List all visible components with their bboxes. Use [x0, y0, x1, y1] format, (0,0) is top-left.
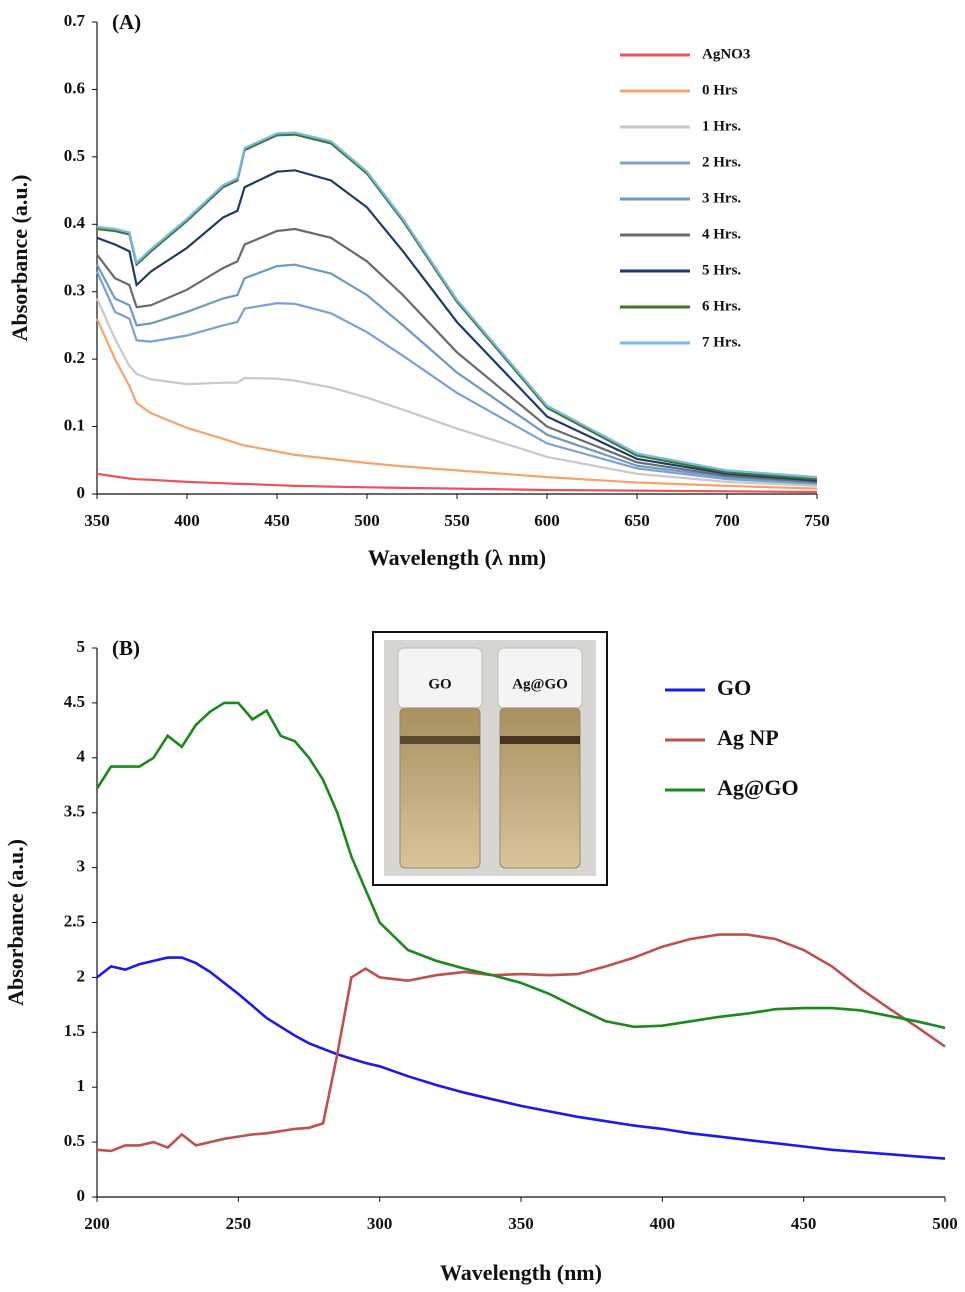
y-tick-label: 4.5	[64, 692, 85, 711]
y-tick-label: 0.3	[64, 281, 85, 300]
x-tick-label: 400	[650, 1214, 676, 1233]
inset-label: Ag@GO	[512, 676, 568, 692]
x-axis-title: Wavelength (nm)	[440, 1260, 602, 1285]
x-tick-label: 550	[444, 511, 470, 530]
x-axis-title: Wavelength (λ nm)	[368, 545, 546, 570]
data-line	[95, 271, 818, 485]
x-tick-label: 500	[354, 511, 380, 530]
panel-title: (A)	[112, 10, 141, 34]
data-line	[96, 227, 818, 483]
data-line	[95, 318, 818, 490]
legend-label: AgNO3	[702, 46, 750, 62]
x-tick-label: 450	[791, 1214, 817, 1233]
x-tick-label: 750	[804, 511, 830, 530]
y-tick-label: 2.5	[64, 911, 85, 930]
data-line	[96, 131, 818, 479]
y-tick-label: 0.4	[64, 213, 86, 232]
y-tick-label: 0	[77, 483, 86, 502]
y-axis-title: Absorbance (a.u.)	[3, 839, 28, 1006]
y-tick-label: 4	[77, 747, 86, 766]
x-tick-label: 400	[174, 511, 200, 530]
y-tick-label: 2	[77, 966, 86, 985]
legend-label: 1 Hrs.	[702, 118, 741, 134]
inset-photo	[372, 631, 608, 886]
legend-label: 5 Hrs.	[702, 262, 741, 278]
y-tick-label: 0.6	[64, 78, 85, 97]
y-tick-label: 5	[77, 637, 86, 656]
data-line	[96, 472, 818, 494]
x-tick-label: 650	[624, 511, 650, 530]
y-tick-label: 0.5	[64, 146, 85, 165]
y-tick-label: 1	[77, 1076, 86, 1095]
x-tick-label: 200	[84, 1214, 110, 1233]
y-tick-label: 0.7	[64, 11, 86, 30]
y-tick-label: 3.5	[64, 802, 85, 821]
legend-label: 7 Hrs.	[702, 334, 741, 350]
data-line	[96, 956, 946, 1160]
data-line	[96, 133, 818, 481]
legend-label: 3 Hrs.	[702, 190, 741, 206]
x-tick-label: 350	[508, 1214, 534, 1233]
y-tick-label: 1.5	[64, 1021, 85, 1040]
data-line	[96, 263, 818, 484]
legend-label: 4 Hrs.	[702, 226, 741, 242]
y-tick-label: 0.1	[64, 415, 85, 434]
x-tick-label: 700	[714, 511, 740, 530]
legend-label: 2 Hrs.	[702, 154, 741, 170]
y-tick-label: 0.2	[64, 348, 85, 367]
y-axis-title: Absorbance (a.u.)	[7, 175, 32, 342]
data-line	[96, 933, 946, 1153]
legend-label: GO	[717, 675, 751, 700]
y-tick-label: 0	[77, 1186, 86, 1205]
y-tick-label: 0.5	[64, 1131, 85, 1150]
panel-title: (B)	[112, 636, 140, 660]
x-tick-label: 250	[226, 1214, 252, 1233]
x-tick-label: 450	[264, 511, 290, 530]
legend-label: Ag@GO	[717, 775, 799, 800]
data-line	[95, 298, 818, 487]
x-tick-label: 600	[534, 511, 560, 530]
legend-label: 0 Hrs	[702, 82, 738, 98]
y-tick-label: 3	[77, 857, 86, 876]
x-tick-label: 350	[84, 511, 110, 530]
data-line	[95, 701, 946, 1030]
legend-label: Ag NP	[717, 725, 779, 750]
data-line	[96, 169, 818, 482]
x-tick-label: 300	[367, 1214, 393, 1233]
inset-label: GO	[428, 676, 451, 692]
legend-label: 6 Hrs.	[702, 298, 741, 314]
x-tick-label: 500	[932, 1214, 958, 1233]
